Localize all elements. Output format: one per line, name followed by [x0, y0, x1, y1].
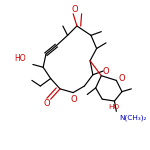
- Text: HO: HO: [15, 54, 26, 63]
- Text: O: O: [119, 74, 125, 83]
- Text: O: O: [71, 95, 77, 104]
- Text: O: O: [72, 5, 78, 14]
- Text: HO: HO: [108, 104, 119, 110]
- Text: O: O: [103, 68, 109, 76]
- Text: N(CH₃)₂: N(CH₃)₂: [119, 115, 147, 121]
- Text: O: O: [44, 99, 50, 108]
